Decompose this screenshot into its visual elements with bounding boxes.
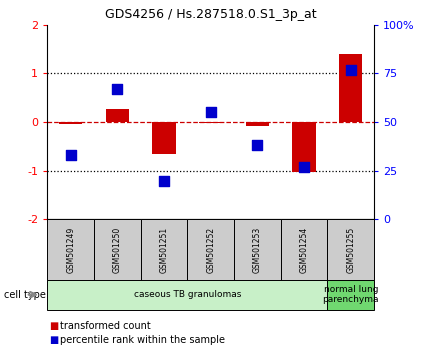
Point — [67, 152, 74, 158]
Bar — [199, 122, 222, 123]
Text: ■: ■ — [49, 321, 59, 331]
Bar — [187, 219, 234, 280]
Text: GSM501250: GSM501250 — [113, 227, 122, 273]
Text: GSM501252: GSM501252 — [206, 227, 215, 273]
Point — [114, 86, 121, 92]
Bar — [106, 108, 129, 122]
Bar — [234, 219, 281, 280]
Point — [301, 164, 307, 170]
Bar — [141, 219, 187, 280]
Text: ■: ■ — [49, 335, 59, 345]
Point — [254, 143, 261, 148]
Bar — [339, 54, 362, 122]
Bar — [152, 122, 176, 154]
Text: GSM501255: GSM501255 — [346, 227, 355, 273]
Bar — [59, 122, 82, 124]
Text: GSM501253: GSM501253 — [253, 227, 262, 273]
Bar — [47, 280, 327, 310]
Bar — [47, 219, 94, 280]
Text: transformed count: transformed count — [60, 321, 151, 331]
Point — [347, 67, 354, 72]
Bar — [246, 122, 269, 126]
Text: GSM501254: GSM501254 — [300, 227, 309, 273]
Text: normal lung
parenchyma: normal lung parenchyma — [322, 285, 379, 304]
Bar — [292, 122, 316, 172]
Title: GDS4256 / Hs.287518.0.S1_3p_at: GDS4256 / Hs.287518.0.S1_3p_at — [105, 8, 316, 21]
Text: GSM501251: GSM501251 — [160, 227, 169, 273]
Text: percentile rank within the sample: percentile rank within the sample — [60, 335, 225, 345]
Bar — [94, 219, 141, 280]
Text: caseous TB granulomas: caseous TB granulomas — [134, 290, 241, 299]
Bar — [327, 280, 374, 310]
Text: cell type: cell type — [4, 290, 46, 300]
Text: GSM501249: GSM501249 — [66, 227, 75, 273]
Point — [207, 110, 214, 115]
Point — [160, 178, 167, 183]
Bar — [327, 219, 374, 280]
Bar — [281, 219, 327, 280]
